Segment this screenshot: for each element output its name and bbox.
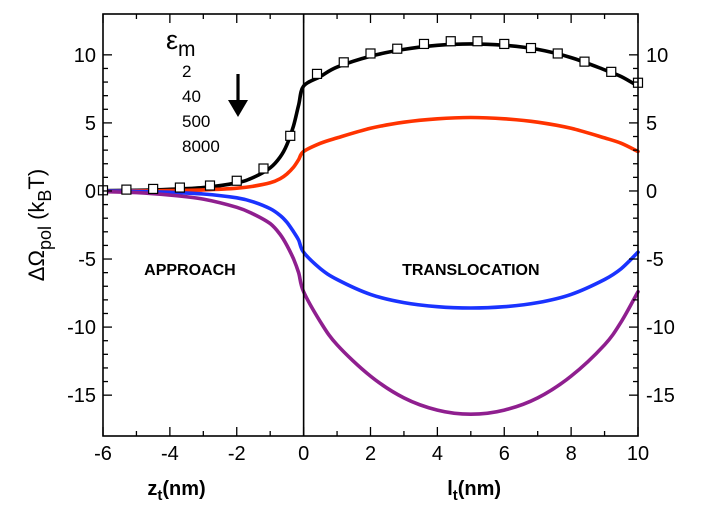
y-tick-label-left: 0 <box>85 181 96 203</box>
y-tick-label-right: -10 <box>646 317 675 339</box>
region-label: TRANSLOCATION <box>402 262 539 279</box>
y-tick-label-left: -15 <box>67 385 96 407</box>
data-point-square <box>579 56 590 67</box>
y-tick-label-right: -5 <box>646 249 664 271</box>
y-tick-label-left: -10 <box>67 317 96 339</box>
x-tick-label: 4 <box>432 443 443 465</box>
legend-title: εm <box>166 25 196 61</box>
data-point-square <box>148 183 159 195</box>
data-point-square <box>472 36 483 47</box>
series-line-eps-40 <box>101 115 640 193</box>
data-point-square <box>392 43 403 54</box>
legend-entry-2: 2 <box>182 62 191 81</box>
y-tick-label-left: 5 <box>85 113 96 135</box>
data-point-square <box>121 184 132 195</box>
data-point-square <box>285 130 296 141</box>
data-point-square <box>552 48 563 59</box>
x-tick-label: 0 <box>298 443 309 465</box>
legend-entry-500: 500 <box>182 112 210 131</box>
x-tick-label: -2 <box>228 443 246 465</box>
y-tick-label-right: -15 <box>646 385 675 407</box>
data-point-square <box>231 175 242 186</box>
data-point-square <box>525 42 537 54</box>
x-tick-label: -6 <box>94 443 112 465</box>
down-arrow-icon <box>228 100 248 117</box>
x-axis-title-right: lt(nm) <box>447 478 501 504</box>
x-tick-label: 8 <box>566 443 577 465</box>
data-point-square <box>204 180 216 191</box>
region-label: APPROACH <box>144 262 236 279</box>
data-point-square <box>445 36 456 47</box>
labels-layer: -6 -4 -2 0 2 4 6 8 10 -15 -15 -10 -10 -5 -5 0 0 5 5 10 10 APP… <box>24 25 675 504</box>
data-point-square <box>499 38 510 50</box>
x-tick-label: -4 <box>161 443 179 465</box>
axes-layer <box>102 13 639 437</box>
legend-entry-40: 40 <box>182 87 201 106</box>
data-point-square <box>606 66 617 77</box>
series-layer <box>101 42 640 416</box>
data-point-square <box>174 182 186 193</box>
data-point-square <box>338 57 349 68</box>
series-line-eps-8000 <box>101 189 640 416</box>
x-tick-label: 6 <box>499 443 510 465</box>
y-tick-label-right: 10 <box>646 45 668 67</box>
data-point-square <box>365 48 376 59</box>
y-tick-label-left: 10 <box>74 45 96 67</box>
y-tick-label-right: 0 <box>646 181 657 203</box>
series-line-eps-500 <box>101 189 640 310</box>
y-tick-label-left: -5 <box>78 249 96 271</box>
data-point-square <box>258 163 269 174</box>
x-tick-label: 2 <box>365 443 376 465</box>
y-axis-title: ΔΩpol (kBT) <box>24 169 55 281</box>
data-point-square <box>311 68 323 79</box>
x-axis-title-left: zt(nm) <box>147 478 205 504</box>
data-point-square <box>418 38 430 50</box>
y-tick-label-right: 5 <box>646 113 657 135</box>
x-tick-label: 10 <box>627 443 649 465</box>
legend-entry-8000: 8000 <box>182 137 220 156</box>
